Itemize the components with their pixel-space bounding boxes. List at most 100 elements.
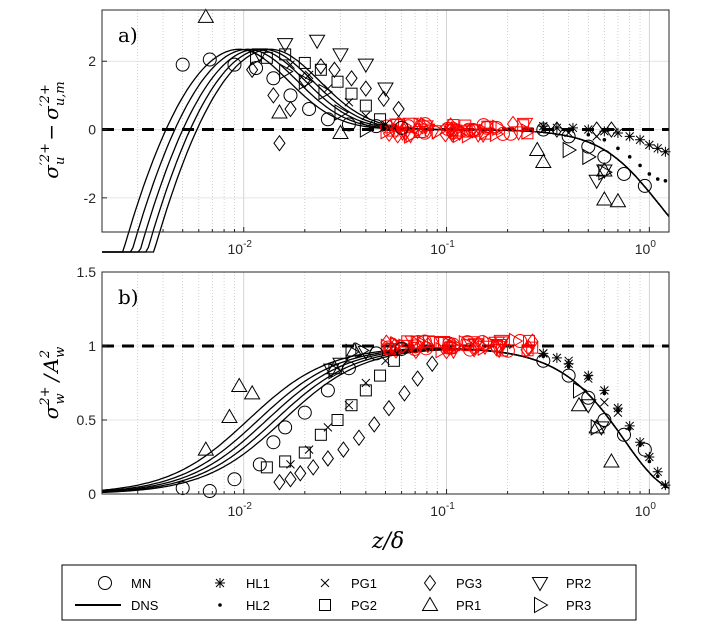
red-data-point — [459, 119, 472, 132]
data-point-hl1 — [624, 131, 635, 142]
ylabel-a-minus: − — [39, 124, 63, 141]
svg-text:σ2+w/A2w: σ2+w/A2w — [38, 347, 68, 420]
panel-b-plot — [101, 332, 671, 499]
red-data-point — [503, 126, 518, 141]
data-point-pr1 — [230, 377, 248, 392]
data-point-hl1 — [538, 121, 549, 132]
data-point-hl2 — [616, 146, 620, 151]
data-point-pg1 — [323, 423, 333, 432]
data-point-pr1 — [603, 452, 620, 468]
panel-a-label: a) — [118, 23, 138, 47]
y-tick-label: 1 — [88, 338, 96, 354]
data-point-mn — [252, 457, 267, 472]
data-point-pr1 — [221, 408, 238, 424]
data-point-pr3 — [328, 362, 343, 380]
data-point-pg3 — [273, 473, 286, 491]
dns-curve — [101, 349, 670, 494]
data-point-pr3 — [250, 49, 265, 67]
data-point-mn — [369, 119, 384, 134]
y-tick-label: 1.5 — [77, 264, 97, 280]
red-data-point — [510, 126, 527, 141]
ylabel-a-sigma2: σ — [39, 105, 63, 120]
data-point-hl1 — [551, 352, 562, 363]
x-tick-label: 10-1 — [430, 501, 455, 519]
data-point-hl2 — [638, 163, 642, 168]
data-point-hl1 — [551, 122, 562, 133]
red-data-point — [434, 336, 452, 352]
data-point-mn — [581, 390, 596, 405]
legend-marker-pg1 — [320, 578, 330, 588]
legend-marker-hl2 — [218, 603, 222, 607]
data-point-hl2 — [602, 391, 607, 396]
data-point-pg2 — [260, 461, 273, 474]
panel-a-border — [101, 9, 670, 233]
legend-marker-pg3 — [423, 574, 437, 592]
data-point-pg3 — [273, 134, 286, 152]
data-point-mn — [202, 52, 217, 67]
data-point-mn — [266, 435, 281, 450]
x-tick-label: 100 — [635, 239, 657, 257]
data-point-mn — [278, 420, 293, 435]
data-point-pr1 — [332, 124, 349, 139]
data-point-pg3 — [590, 121, 603, 138]
red-data-point — [404, 335, 422, 351]
red-data-point — [418, 123, 436, 139]
red-data-point — [380, 122, 396, 140]
data-point-pr3 — [598, 163, 613, 181]
data-point-pg2 — [387, 354, 400, 367]
data-point-hl1 — [635, 134, 646, 145]
data-point-hl1 — [612, 403, 623, 414]
x-tick-label: 10-2 — [228, 501, 253, 519]
legend-label-pr2: PR2 — [566, 576, 591, 591]
data-point-hl1 — [599, 385, 610, 396]
red-data-point — [526, 341, 539, 354]
data-point-pg3 — [307, 459, 320, 476]
data-point-hl2 — [647, 172, 652, 176]
data-point-hl2 — [655, 474, 660, 479]
data-point-pr1 — [609, 192, 627, 208]
red-data-point — [408, 339, 423, 354]
red-data-point — [484, 121, 497, 134]
data-point-mn — [175, 481, 190, 496]
legend-label-hl1: HL1 — [246, 576, 270, 591]
red-data-point — [489, 125, 505, 143]
data-point-pg2 — [331, 414, 344, 426]
red-data-point — [437, 335, 450, 348]
data-point-pr2 — [593, 421, 610, 436]
data-point-pr3 — [355, 342, 370, 359]
panel-b-border — [101, 271, 670, 495]
ylabel-b-sub1: w — [53, 393, 68, 404]
ylabel-a-sup1: ′2+ — [38, 143, 53, 165]
red-data-point — [506, 115, 520, 133]
legend-box — [61, 564, 637, 621]
data-point-pr2 — [308, 34, 326, 50]
data-point-pg2 — [374, 113, 387, 126]
data-point-pg1 — [564, 356, 573, 366]
red-data-point — [450, 124, 463, 137]
data-point-hl1 — [612, 127, 623, 138]
data-point-pr1 — [197, 8, 215, 23]
ylabel-b-sup1: 2+ — [38, 386, 53, 406]
data-point-hl1 — [624, 420, 635, 431]
red-data-point — [469, 128, 487, 143]
ylabel-a-sup2: ′2+ — [38, 84, 53, 106]
y-tick-label: 0 — [88, 486, 96, 502]
data-point-pg3 — [314, 58, 327, 75]
data-point-pg2 — [345, 399, 358, 412]
data-point-pr1 — [595, 191, 613, 206]
data-point-mn — [394, 120, 409, 135]
data-point-mn — [597, 413, 612, 427]
red-data-point — [435, 341, 451, 359]
data-point-hl1 — [583, 124, 594, 135]
red-data-point — [413, 125, 426, 138]
data-point-pr1 — [570, 396, 588, 412]
data-point-pg3 — [246, 61, 259, 79]
data-point-pg3 — [382, 399, 396, 417]
data-point-pr3 — [298, 73, 314, 91]
panel-b-ticks: 0 0.5 1 1.5 10-2 10-1 100 — [77, 264, 657, 519]
ylabel-a-sub2: u,m — [53, 81, 68, 106]
data-point-hl2 — [655, 177, 660, 181]
ylabel-b-slash: / — [39, 372, 63, 383]
data-point-pg3 — [328, 61, 341, 79]
